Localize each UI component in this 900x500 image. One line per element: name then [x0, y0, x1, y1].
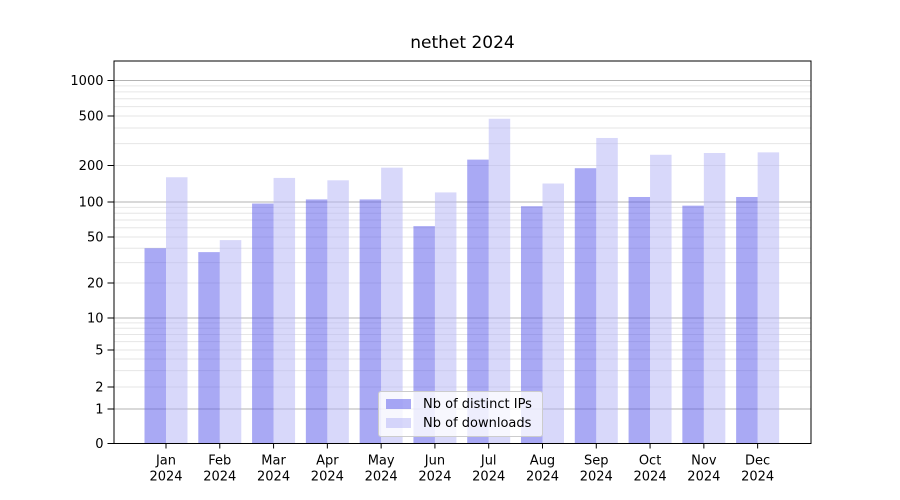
- bar-downloads-feb: [219, 240, 242, 444]
- legend-item-distinct-ips: Nb of distinct IPs: [386, 396, 534, 412]
- x-tick-label-year: 2024: [203, 470, 236, 485]
- x-tick-label-year: 2024: [311, 470, 344, 485]
- x-tick-label-month: May: [368, 454, 395, 469]
- x-tick-label-month: Aug: [530, 454, 555, 469]
- y-tick-label: 1000: [70, 74, 103, 89]
- x-tick-label-year: 2024: [580, 470, 613, 485]
- y-tick-label: 500: [79, 110, 104, 125]
- legend-item-downloads: Nb of downloads: [386, 415, 534, 431]
- y-tick-label: 20: [87, 277, 104, 292]
- bar-distinct-ips-oct: [628, 196, 651, 444]
- x-tick-label-year: 2024: [741, 470, 774, 485]
- x-tick-label-month: Jan: [155, 454, 176, 469]
- bar-distinct-ips-jun: [413, 226, 435, 444]
- y-tick-label: 0: [95, 437, 103, 452]
- bar-distinct-ips-mar: [252, 203, 274, 444]
- bar-downloads-nov: [703, 153, 726, 444]
- x-tick-label-year: 2024: [257, 470, 290, 485]
- x-tick-label-month: Oct: [639, 454, 661, 469]
- x-tick-label-month: Sep: [584, 454, 609, 469]
- legend-swatch-distinct-ips: [386, 399, 411, 409]
- bar-distinct-ips-nov: [682, 205, 704, 444]
- legend-label-downloads: Nb of downloads: [423, 415, 532, 431]
- x-tick-label-year: 2024: [418, 470, 451, 485]
- chart-title: nethet 2024: [410, 33, 515, 53]
- y-tick-label: 2: [95, 381, 103, 396]
- x-tick-label-month: Feb: [208, 454, 231, 469]
- x-tick-label-month: Nov: [691, 454, 717, 469]
- bar-distinct-ips-aug: [520, 206, 543, 444]
- bar-distinct-ips-jul: [467, 159, 489, 444]
- bar-downloads-sep: [596, 137, 618, 444]
- y-tick-label: 1: [95, 403, 103, 418]
- legend-swatch-downloads: [386, 418, 411, 428]
- y-tick-label: 200: [79, 159, 104, 174]
- y-tick-label: 5: [95, 344, 103, 359]
- bar-distinct-ips-dec: [736, 196, 758, 444]
- y-tick-label: 10: [87, 312, 104, 327]
- bar-distinct-ips-jan: [144, 248, 166, 444]
- bar-distinct-ips-apr: [305, 199, 328, 444]
- x-tick-label-month: Mar: [261, 454, 286, 469]
- legend-label-distinct-ips: Nb of distinct IPs: [423, 396, 532, 412]
- y-tick-label: 100: [79, 196, 104, 211]
- legend: Nb of distinct IPs Nb of downloads: [378, 391, 543, 437]
- x-tick-label-year: 2024: [526, 470, 559, 485]
- x-tick-label-month: Dec: [745, 454, 770, 469]
- x-tick-label-year: 2024: [149, 470, 182, 485]
- bar-distinct-ips-feb: [198, 252, 220, 444]
- x-tick-label-year: 2024: [634, 470, 667, 485]
- bar-downloads-may: [381, 167, 403, 444]
- x-tick-label-month: Jul: [480, 454, 497, 469]
- bar-downloads-oct: [650, 154, 672, 444]
- x-tick-label-year: 2024: [472, 470, 505, 485]
- bar-downloads-apr: [327, 180, 349, 444]
- bar-distinct-ips-may: [359, 199, 382, 444]
- x-tick-label-year: 2024: [365, 470, 398, 485]
- x-tick-label-year: 2024: [687, 470, 720, 485]
- bar-downloads-jul: [488, 118, 511, 444]
- bar-downloads-jun: [434, 192, 457, 444]
- y-tick-label: 50: [87, 231, 104, 246]
- bar-downloads-dec: [757, 152, 780, 444]
- plot-border: [113, 60, 812, 444]
- bar-downloads-mar: [273, 177, 296, 444]
- bar-downloads-jan: [166, 177, 188, 444]
- x-tick-label-month: Jun: [424, 454, 445, 469]
- x-tick-label-month: Apr: [316, 454, 339, 469]
- bar-distinct-ips-sep: [574, 168, 597, 444]
- bar-downloads-aug: [542, 183, 564, 444]
